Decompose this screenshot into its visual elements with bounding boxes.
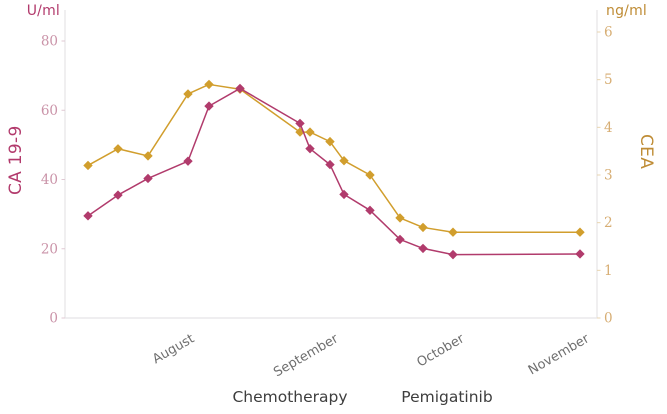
right-axis-tick-label: 0 xyxy=(604,311,613,327)
treatment-annotation-chemotherapy: Chemotherapy xyxy=(232,388,347,406)
data-point-diamond-ca-19-9 xyxy=(83,211,93,221)
x-axis-month-label: November xyxy=(526,331,593,378)
data-point-diamond-ca-19-9 xyxy=(305,143,315,154)
right-axis-tick-label: 2 xyxy=(604,215,613,231)
x-axis-month-label: September xyxy=(271,331,341,380)
data-point-diamond-cea xyxy=(395,213,405,223)
data-point-diamond-ca-19-9 xyxy=(418,243,428,254)
data-point-diamond-cea xyxy=(143,151,153,161)
data-point-diamond-ca-19-9 xyxy=(325,159,335,170)
left-axis-tick-label: 80 xyxy=(41,34,58,50)
series-line-cea xyxy=(87,83,580,233)
right-axis-title-cea: CEA xyxy=(636,134,656,170)
data-point-diamond-cea xyxy=(295,127,305,137)
data-point-diamond-cea xyxy=(204,79,214,90)
data-point-diamond-ca-19-9 xyxy=(204,101,214,111)
data-point-diamond-cea xyxy=(418,222,428,233)
data-point-diamond-ca-19-9 xyxy=(365,205,375,216)
left-axis-title-ca19-9: CA 19-9 xyxy=(6,125,26,195)
data-point-diamond-ca-19-9 xyxy=(143,173,153,184)
right-axis-tick-label: 6 xyxy=(604,25,613,41)
data-point-diamond-ca-19-9 xyxy=(113,190,123,200)
left-axis-tick-label: 0 xyxy=(49,311,58,327)
left-axis-unit-label: U/ml xyxy=(26,3,60,19)
right-axis-tick-label: 4 xyxy=(604,120,613,136)
right-axis-unit-label: ng/ml xyxy=(606,3,648,19)
data-point-diamond-ca-19-9 xyxy=(235,83,245,94)
right-axis-tick-label: 3 xyxy=(604,168,613,184)
x-axis-month-label: October xyxy=(414,331,467,370)
data-point-diamond-ca-19-9 xyxy=(339,189,349,200)
data-point-diamond-cea xyxy=(83,160,93,171)
left-axis-tick-label: 60 xyxy=(41,103,58,119)
data-point-diamond-ca-19-9 xyxy=(295,118,305,129)
left-axis-tick-label: 40 xyxy=(41,172,58,188)
data-point-diamond-cea xyxy=(183,89,193,99)
data-point-diamond-cea xyxy=(325,136,335,147)
data-point-diamond-ca-19-9 xyxy=(395,234,405,245)
data-point-diamond-cea xyxy=(575,227,585,237)
data-point-diamond-ca-19-9 xyxy=(448,249,458,260)
data-point-diamond-cea xyxy=(365,170,375,180)
data-point-diamond-cea xyxy=(113,144,123,154)
left-axis-tick-label: 20 xyxy=(41,241,58,257)
x-axis-month-label: August xyxy=(150,331,197,367)
data-point-diamond-cea xyxy=(448,227,458,237)
data-point-diamond-ca-19-9 xyxy=(575,249,585,259)
treatment-annotation-pemigatinib: Pemigatinib xyxy=(401,388,492,406)
right-axis-tick-label: 5 xyxy=(604,72,613,88)
data-point-diamond-cea xyxy=(305,127,315,137)
data-point-diamond-cea xyxy=(339,156,349,166)
data-point-diamond-ca-19-9 xyxy=(183,156,193,166)
series-line-ca-19-9 xyxy=(87,87,581,256)
right-axis-tick-label: 1 xyxy=(604,263,613,279)
